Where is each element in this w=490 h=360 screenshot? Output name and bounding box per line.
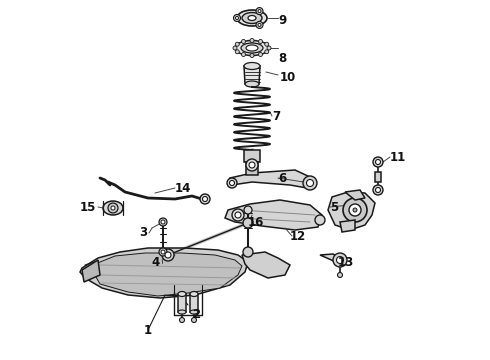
- Circle shape: [258, 23, 261, 26]
- Circle shape: [111, 206, 115, 210]
- Polygon shape: [80, 248, 248, 298]
- Circle shape: [236, 17, 239, 19]
- Circle shape: [337, 256, 343, 264]
- Circle shape: [373, 157, 383, 167]
- Ellipse shape: [178, 292, 186, 297]
- Circle shape: [265, 42, 269, 46]
- Polygon shape: [230, 170, 310, 188]
- Circle shape: [162, 249, 174, 261]
- Circle shape: [242, 53, 245, 57]
- Circle shape: [250, 54, 254, 58]
- Circle shape: [229, 180, 235, 185]
- Polygon shape: [242, 252, 290, 278]
- Ellipse shape: [244, 63, 260, 69]
- Circle shape: [227, 178, 237, 188]
- Polygon shape: [340, 220, 355, 232]
- Text: 9: 9: [278, 14, 286, 27]
- Circle shape: [235, 42, 239, 46]
- Circle shape: [159, 218, 167, 226]
- Text: 1: 1: [144, 324, 152, 337]
- Polygon shape: [375, 172, 381, 182]
- Ellipse shape: [190, 310, 198, 314]
- Circle shape: [249, 162, 255, 168]
- Circle shape: [235, 50, 239, 54]
- Circle shape: [375, 159, 381, 165]
- Circle shape: [233, 46, 237, 50]
- Circle shape: [353, 208, 357, 212]
- Circle shape: [244, 206, 252, 214]
- Ellipse shape: [245, 81, 259, 87]
- Ellipse shape: [237, 10, 267, 26]
- Text: 5: 5: [330, 201, 338, 213]
- Text: 14: 14: [175, 181, 192, 194]
- Circle shape: [267, 46, 271, 50]
- Circle shape: [200, 194, 210, 204]
- Ellipse shape: [241, 43, 263, 53]
- Text: 13: 13: [338, 256, 354, 269]
- Polygon shape: [244, 150, 260, 162]
- Circle shape: [179, 318, 185, 323]
- Circle shape: [303, 176, 317, 190]
- Text: 2: 2: [192, 309, 200, 321]
- Circle shape: [243, 247, 253, 257]
- Circle shape: [246, 159, 258, 171]
- Text: 16: 16: [248, 216, 265, 229]
- Circle shape: [343, 198, 367, 222]
- Circle shape: [159, 248, 167, 256]
- Circle shape: [338, 273, 343, 278]
- Ellipse shape: [178, 310, 186, 314]
- Ellipse shape: [246, 45, 258, 51]
- Text: 8: 8: [278, 51, 286, 64]
- Circle shape: [242, 40, 245, 44]
- Circle shape: [161, 250, 165, 254]
- Polygon shape: [225, 200, 322, 230]
- Text: 12: 12: [290, 230, 306, 243]
- Circle shape: [256, 8, 263, 14]
- Circle shape: [373, 185, 383, 195]
- Circle shape: [161, 220, 165, 224]
- Circle shape: [375, 188, 381, 193]
- Polygon shape: [345, 190, 365, 200]
- Circle shape: [165, 252, 171, 258]
- Polygon shape: [178, 294, 186, 312]
- Text: 7: 7: [272, 109, 280, 122]
- Text: 15: 15: [80, 201, 96, 213]
- Circle shape: [349, 204, 361, 216]
- Text: 6: 6: [278, 171, 286, 185]
- Ellipse shape: [190, 292, 198, 297]
- Circle shape: [232, 209, 244, 221]
- Ellipse shape: [248, 15, 256, 21]
- Circle shape: [259, 53, 263, 57]
- Circle shape: [250, 39, 254, 42]
- Polygon shape: [92, 253, 242, 296]
- Ellipse shape: [235, 41, 269, 55]
- Circle shape: [333, 253, 347, 267]
- Polygon shape: [190, 294, 198, 312]
- Circle shape: [202, 197, 207, 202]
- Circle shape: [315, 215, 325, 225]
- Circle shape: [108, 203, 118, 213]
- Text: 3: 3: [139, 226, 147, 239]
- Polygon shape: [320, 254, 340, 262]
- Circle shape: [234, 14, 241, 22]
- Polygon shape: [328, 192, 375, 230]
- Circle shape: [192, 318, 196, 323]
- Circle shape: [265, 50, 269, 54]
- Text: 4: 4: [152, 256, 160, 270]
- Text: 11: 11: [390, 150, 406, 163]
- Circle shape: [256, 22, 263, 28]
- Ellipse shape: [242, 13, 262, 23]
- Text: 10: 10: [280, 71, 296, 84]
- Circle shape: [243, 218, 253, 228]
- Polygon shape: [246, 162, 258, 175]
- Ellipse shape: [103, 201, 123, 215]
- Circle shape: [259, 40, 263, 44]
- Polygon shape: [82, 260, 100, 282]
- Circle shape: [307, 180, 314, 186]
- Circle shape: [258, 10, 261, 13]
- Polygon shape: [244, 66, 260, 84]
- Circle shape: [235, 212, 241, 218]
